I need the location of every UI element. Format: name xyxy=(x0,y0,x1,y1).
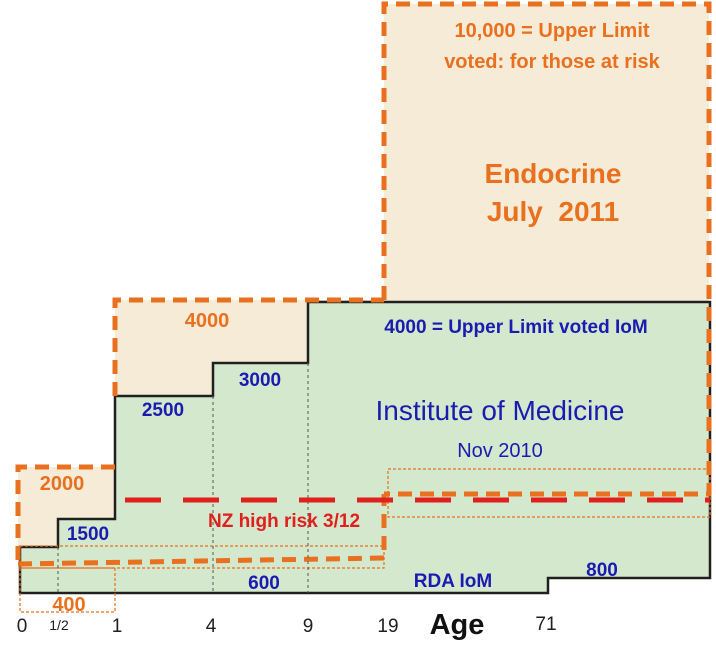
age-tick-0: 0 xyxy=(17,616,28,637)
age-tick-71: 71 xyxy=(535,614,556,635)
infant-400-band xyxy=(19,567,116,613)
iom-title: Institute of Medicine xyxy=(375,395,624,426)
value-600-label: 600 xyxy=(248,573,280,594)
nz-high-risk-label: NZ high risk 3/12 xyxy=(208,511,360,532)
endocrine-limit-line1: 10,000 = Upper Limit xyxy=(454,20,649,42)
age-tick-4: 4 xyxy=(206,616,217,637)
rda-600-band xyxy=(19,545,385,569)
infant-2000-dashed-outline xyxy=(15,464,115,560)
value-4000-label: 4000 xyxy=(185,310,230,332)
iom-limit-text: 4000 = Upper Limit voted IoM xyxy=(384,317,647,338)
age-tick-1: 1 xyxy=(112,616,123,637)
age-axis-title: Age xyxy=(430,609,485,641)
value-2000-label: 2000 xyxy=(40,473,85,495)
age-axis: 0 1/2 1 4 9 19 Age 71 xyxy=(17,609,557,641)
rda-800-band xyxy=(387,468,711,518)
age-tick-19: 19 xyxy=(377,616,398,637)
value-3000-label: 3000 xyxy=(239,370,281,391)
endocrine-title-line1: Endocrine xyxy=(485,158,622,189)
value-2500-label: 2500 xyxy=(142,400,184,421)
endocrine-limit-line2: voted: for those at risk xyxy=(444,51,660,73)
age-tick-9: 9 xyxy=(303,616,314,637)
age-tick-half: 1/2 xyxy=(49,617,69,633)
value-400-label: 400 xyxy=(52,594,85,616)
value-1500-label: 1500 xyxy=(67,524,109,545)
value-800-label: 800 xyxy=(586,560,618,581)
iom-date: Nov 2010 xyxy=(457,440,543,462)
lower-dashed-boundary xyxy=(17,494,387,567)
endocrine-title-line2: July 2011 xyxy=(487,196,619,227)
rda-iom-label: RDA IoM xyxy=(414,571,492,592)
endocrine-dashed-outline xyxy=(381,1,712,497)
iom-4000-dashed-outline xyxy=(112,297,384,396)
